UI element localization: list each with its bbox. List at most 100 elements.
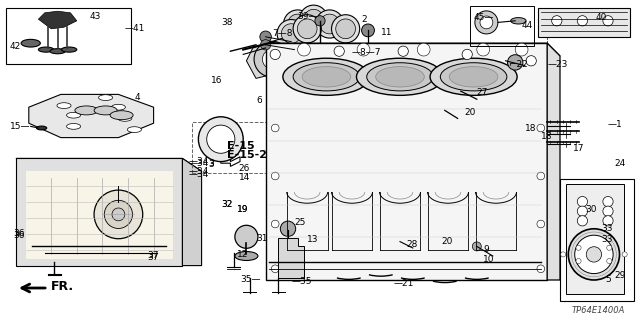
Ellipse shape bbox=[367, 63, 433, 91]
Text: —8—7: —8—7 bbox=[352, 48, 381, 57]
Bar bbox=[6, 8, 131, 64]
Polygon shape bbox=[566, 184, 624, 294]
Circle shape bbox=[332, 15, 360, 43]
Circle shape bbox=[537, 172, 545, 180]
Text: —41: —41 bbox=[125, 24, 145, 33]
Circle shape bbox=[207, 125, 235, 153]
Text: 38: 38 bbox=[221, 18, 232, 27]
Text: 36: 36 bbox=[13, 231, 24, 240]
Circle shape bbox=[568, 229, 620, 280]
Circle shape bbox=[271, 265, 279, 273]
Circle shape bbox=[477, 43, 490, 56]
Circle shape bbox=[475, 11, 498, 34]
Text: 4: 4 bbox=[134, 93, 140, 102]
Circle shape bbox=[508, 55, 523, 70]
Text: 11: 11 bbox=[381, 28, 392, 36]
Text: 3: 3 bbox=[208, 159, 214, 168]
Circle shape bbox=[271, 220, 279, 228]
Ellipse shape bbox=[75, 106, 98, 115]
Circle shape bbox=[260, 40, 271, 50]
Text: 3: 3 bbox=[208, 160, 214, 169]
Ellipse shape bbox=[94, 106, 117, 115]
Circle shape bbox=[94, 190, 143, 239]
Bar bbox=[470, 6, 534, 46]
Text: FR.: FR. bbox=[51, 280, 74, 293]
Bar bbox=[560, 179, 634, 301]
Polygon shape bbox=[16, 158, 202, 171]
Polygon shape bbox=[182, 158, 202, 266]
Text: 45—: 45— bbox=[474, 13, 494, 22]
Circle shape bbox=[357, 43, 370, 56]
Circle shape bbox=[198, 117, 243, 162]
Bar bbox=[192, 122, 269, 173]
Text: 9: 9 bbox=[483, 245, 489, 254]
Text: 18: 18 bbox=[541, 132, 552, 140]
Circle shape bbox=[316, 10, 344, 38]
Circle shape bbox=[104, 200, 132, 228]
Text: 36: 36 bbox=[13, 229, 24, 238]
Ellipse shape bbox=[57, 103, 71, 108]
Circle shape bbox=[537, 265, 545, 273]
Circle shape bbox=[537, 124, 545, 132]
Circle shape bbox=[537, 220, 545, 228]
Text: —34: —34 bbox=[189, 170, 209, 179]
Text: 16: 16 bbox=[211, 76, 223, 84]
Circle shape bbox=[417, 43, 430, 56]
Circle shape bbox=[282, 24, 301, 44]
Circle shape bbox=[622, 252, 627, 257]
Text: 24: 24 bbox=[614, 159, 626, 168]
Circle shape bbox=[472, 242, 481, 251]
Ellipse shape bbox=[38, 47, 54, 52]
Text: —34: —34 bbox=[189, 167, 209, 176]
Circle shape bbox=[515, 43, 528, 56]
Polygon shape bbox=[266, 43, 547, 280]
Ellipse shape bbox=[111, 104, 125, 110]
Ellipse shape bbox=[449, 67, 498, 87]
Text: 7—8: 7—8 bbox=[272, 29, 292, 38]
Ellipse shape bbox=[440, 63, 507, 91]
Text: 28: 28 bbox=[406, 240, 418, 249]
Circle shape bbox=[235, 225, 258, 248]
Circle shape bbox=[576, 245, 581, 250]
Ellipse shape bbox=[302, 67, 351, 87]
Circle shape bbox=[288, 14, 307, 34]
Text: 12: 12 bbox=[237, 250, 248, 259]
Polygon shape bbox=[26, 171, 173, 259]
Ellipse shape bbox=[67, 112, 81, 118]
Circle shape bbox=[280, 221, 296, 236]
Text: 20: 20 bbox=[442, 237, 453, 246]
Text: 40: 40 bbox=[595, 13, 607, 22]
Circle shape bbox=[577, 16, 588, 26]
Ellipse shape bbox=[235, 252, 258, 260]
Text: —34: —34 bbox=[189, 157, 209, 166]
Circle shape bbox=[304, 9, 323, 29]
Text: 26: 26 bbox=[239, 164, 250, 172]
Circle shape bbox=[254, 41, 290, 77]
Text: E-15: E-15 bbox=[227, 140, 255, 151]
Circle shape bbox=[561, 252, 566, 257]
Ellipse shape bbox=[127, 127, 141, 132]
Circle shape bbox=[603, 16, 613, 26]
Text: 15—: 15— bbox=[10, 122, 30, 131]
Ellipse shape bbox=[21, 39, 40, 47]
Circle shape bbox=[260, 31, 271, 43]
Text: TP64E1400A: TP64E1400A bbox=[572, 306, 625, 315]
Text: 33: 33 bbox=[602, 224, 613, 233]
Text: 44: 44 bbox=[522, 21, 533, 30]
Circle shape bbox=[298, 19, 317, 39]
Text: —35: —35 bbox=[291, 277, 312, 286]
Text: 17: 17 bbox=[573, 144, 584, 153]
Text: 13: 13 bbox=[307, 236, 319, 244]
Circle shape bbox=[262, 50, 282, 69]
Circle shape bbox=[607, 245, 612, 250]
Text: 18: 18 bbox=[525, 124, 536, 132]
Ellipse shape bbox=[67, 124, 81, 129]
Circle shape bbox=[480, 16, 493, 29]
Circle shape bbox=[577, 196, 588, 207]
Polygon shape bbox=[29, 94, 154, 138]
Text: 27: 27 bbox=[477, 88, 488, 97]
Polygon shape bbox=[16, 158, 182, 266]
Circle shape bbox=[284, 10, 312, 38]
Text: E-15-2: E-15-2 bbox=[227, 150, 268, 160]
Text: 37: 37 bbox=[147, 252, 159, 260]
